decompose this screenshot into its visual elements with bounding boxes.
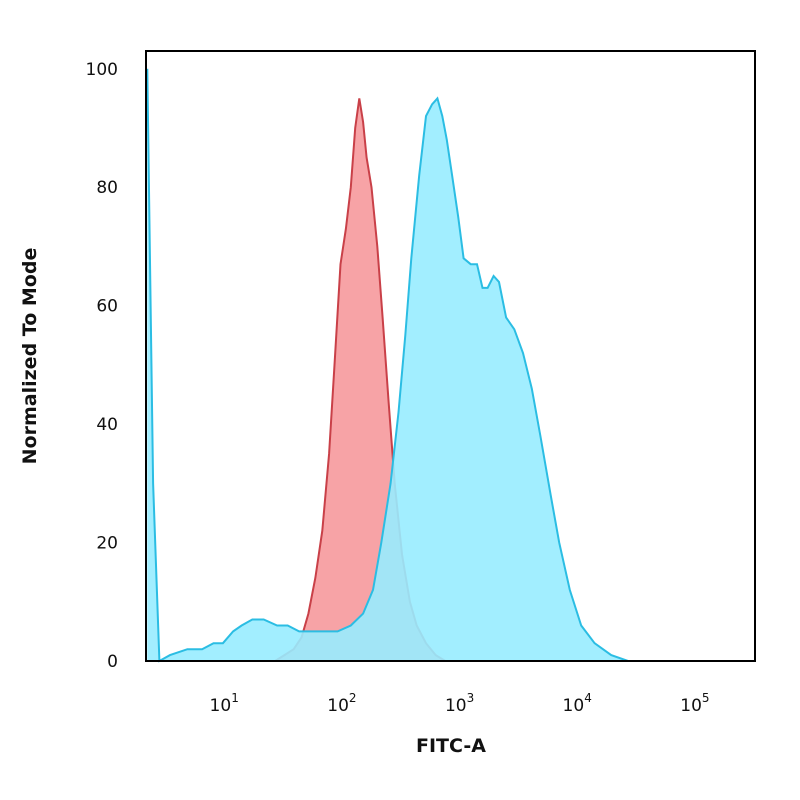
x-tick-label: 105 (680, 691, 709, 716)
y-tick-label: 40 (96, 415, 118, 435)
y-tick-label: 0 (107, 652, 118, 672)
plot-frame (145, 50, 756, 662)
x-tick-label: 103 (445, 691, 474, 716)
x-tick-labels: 101 102 103 104 105 (210, 691, 710, 716)
y-tick-label: 60 (96, 297, 118, 317)
x-tick-label: 104 (563, 691, 592, 716)
series-2-area (147, 68, 646, 662)
y-tick-label: 100 (86, 60, 118, 80)
y-tick-labels: 0 20 40 60 80 100 (86, 60, 118, 672)
plot-layer (146, 68, 646, 663)
series-1-area (275, 98, 446, 661)
series-2-line (146, 68, 646, 663)
y-axis-title: Normalized To Mode (19, 248, 41, 465)
x-axis-title: FITC-A (416, 735, 486, 757)
x-tick-label: 101 (210, 691, 239, 716)
y-tick-label: 20 (96, 534, 118, 554)
y-tick-label: 80 (96, 178, 118, 198)
x-tick-label: 102 (327, 691, 356, 716)
